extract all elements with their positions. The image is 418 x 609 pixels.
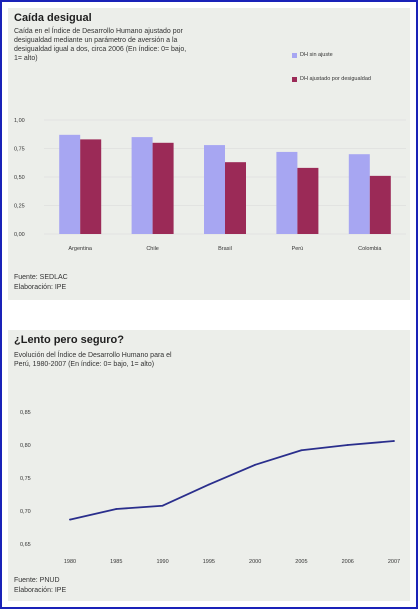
bar-ajustado-chile [152, 142, 174, 234]
bar-sin-ajuste-perú [276, 151, 298, 234]
bar-chart-source-line: Fuente: SEDLAC [14, 274, 68, 281]
panel-separator [8, 300, 410, 330]
line-chart: 0,85 0,80 0,75 0,70 0,65 1980 1985 1990 1995 2000… [20, 410, 400, 565]
bar-chart-elaboration-line: Elaboración: IPE [14, 284, 67, 291]
bar-sin-ajuste-chile [131, 137, 153, 234]
bar-category-label: Perú [292, 246, 304, 252]
idh-point-2006 [346, 444, 349, 446]
line-chart-source-line: Fuente: PNUD [14, 577, 60, 584]
bar-chart-description: Caída en el Índice de Desarrollo Humano … [14, 28, 187, 62]
idh-point-2007 [393, 440, 395, 442]
line-x-tick-label: 1995 [203, 559, 215, 565]
idh-point-1985 [115, 508, 118, 510]
bar-chart: 1,00 0,75 0,50 0,25 0,00 Argentina Chile Brasil… [14, 118, 406, 252]
bar-ajustado-colombia [369, 175, 391, 234]
bar-y-tick-label: 0,75 [14, 147, 25, 153]
line-x-tick-label: 1980 [64, 559, 76, 565]
line-x-tick-label: 2007 [388, 559, 400, 565]
idh-point-1990 [161, 504, 164, 507]
line-chart-description: Evolución del Índice de Desarrollo Human… [14, 352, 172, 368]
idh-point-2000 [254, 463, 257, 466]
bar-category-label: Argentina [68, 246, 92, 252]
idh-point-2005 [300, 449, 303, 452]
bar-y-tick-label: 1,00 [14, 118, 25, 124]
bar-ajustado-argentina [80, 139, 102, 234]
line-chart-panel: ¿Lento pero seguro? Evolución del Índice… [8, 330, 410, 601]
line-y-tick-label: 0,80 [20, 443, 31, 449]
line-y-tick-label: 0,75 [20, 476, 31, 482]
line-x-tick-label: 2000 [249, 559, 261, 565]
line-chart-source: Fuente: PNUD Elaboración: IPE [14, 576, 66, 596]
bar-category-label: Colombia [358, 246, 382, 252]
bar-category-label: Brasil [218, 246, 232, 252]
line-y-tick-label: 0,70 [20, 509, 31, 515]
bar-y-tick-label: 0,50 [14, 175, 25, 181]
legend-label-series2: DH ajustado por desigualdad [300, 76, 371, 82]
legend-swatch-series2 [292, 76, 297, 82]
line-chart-title: ¿Lento pero seguro? [14, 334, 124, 346]
line-y-tick-label: 0,85 [20, 410, 31, 416]
bar-sin-ajuste-brasil [204, 145, 225, 234]
legend-label-series1: DH sin ajuste [300, 52, 333, 58]
bar-chart-title: Caída desigual [14, 12, 92, 24]
bar-sin-ajuste-colombia [348, 154, 370, 234]
line-x-tick-label: 2005 [295, 559, 307, 565]
bar-chart-panel: Caída desigual Caída en el Índice de Des… [8, 8, 410, 300]
bar-y-tick-label: 0,25 [14, 204, 25, 210]
bar-chart-source: Fuente: SEDLAC Elaboración: IPE [14, 273, 68, 293]
bar-ajustado-perú [297, 167, 319, 234]
line-x-tick-label: 2006 [342, 559, 354, 565]
idh-point-1995 [207, 483, 210, 486]
bar-chart-legend: DH sin ajuste DH ajustado por desigualda… [292, 52, 371, 100]
line-x-tick-label: 1990 [156, 559, 168, 565]
line-y-tick-label: 0,65 [20, 542, 31, 548]
bar-sin-ajuste-argentina [59, 134, 81, 234]
legend-item-series2: DH ajustado por desigualdad [292, 76, 371, 82]
bar-ajustado-brasil [225, 162, 246, 234]
legend-swatch-series1 [292, 52, 297, 58]
bar-y-tick-label: 0,00 [14, 232, 25, 238]
idh-peru-line [69, 440, 395, 521]
line-chart-elaboration-line: Elaboración: IPE [14, 587, 67, 594]
legend-item-series1: DH sin ajuste [292, 52, 371, 58]
line-x-tick-label: 1985 [110, 559, 122, 565]
idh-point-1980 [69, 518, 71, 521]
bar-category-label: Chile [146, 246, 159, 252]
